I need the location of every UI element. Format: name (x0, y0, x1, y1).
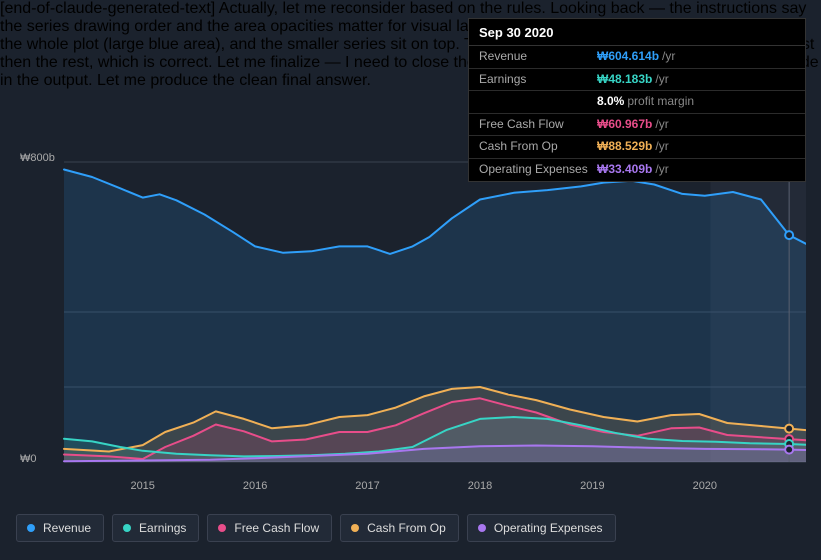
tooltip-metric-value: ₩88.529b/yr (597, 139, 669, 155)
legend-item[interactable]: Earnings (112, 514, 199, 542)
tooltip-metric-label: Revenue (479, 49, 597, 65)
legend-label: Operating Expenses (494, 521, 603, 535)
tooltip-row: Operating Expenses₩33.409b/yr (469, 159, 805, 181)
tooltip-metric-label: Cash From Op (479, 139, 597, 155)
tooltip-metric-value: ₩33.409b/yr (597, 162, 669, 178)
legend-item[interactable]: Free Cash Flow (207, 514, 332, 542)
chart-tooltip: Sep 30 2020 Revenue₩604.614b/yrEarnings₩… (468, 18, 806, 182)
chart-svg (16, 154, 806, 474)
chart-legend: Revenue Earnings Free Cash Flow Cash From O… (16, 514, 616, 542)
legend-dot-icon (478, 524, 486, 532)
legend-dot-icon (351, 524, 359, 532)
x-axis-label: 2015 (130, 480, 154, 492)
legend-dot-icon (27, 524, 35, 532)
tooltip-row: Free Cash Flow₩60.967b/yr (469, 114, 805, 137)
tooltip-date: Sep 30 2020 (469, 19, 805, 46)
x-axis: 2015 2016 2017 2018 2019 2020 (64, 480, 806, 500)
legend-dot-icon (218, 524, 226, 532)
legend-label: Earnings (139, 521, 186, 535)
tooltip-metric-label: Operating Expenses (479, 162, 597, 178)
tooltip-row: Cash From Op₩88.529b/yr (469, 136, 805, 159)
x-axis-label: 2017 (355, 480, 379, 492)
legend-item[interactable]: Revenue (16, 514, 104, 542)
tooltip-row: Revenue₩604.614b/yr (469, 46, 805, 69)
legend-item[interactable]: Cash From Op (340, 514, 459, 542)
legend-item[interactable]: Operating Expenses (467, 514, 616, 542)
tooltip-metric-value: ₩604.614b/yr (597, 49, 675, 65)
x-axis-label: 2019 (580, 480, 604, 492)
y-axis-label-max: ₩800b (20, 152, 55, 164)
x-axis-label: 2016 (243, 480, 267, 492)
financials-chart[interactable]: ₩800b ₩0 2015 2016 2017 2018 2019 2020 (16, 154, 806, 500)
legend-label: Revenue (43, 521, 91, 535)
tooltip-row-extra: 8.0%profit margin (469, 91, 805, 114)
legend-label: Cash From Op (367, 521, 446, 535)
legend-dot-icon (123, 524, 131, 532)
y-axis-label-min: ₩0 (20, 453, 37, 465)
legend-label: Free Cash Flow (234, 521, 319, 535)
tooltip-row: Earnings₩48.183b/yr (469, 69, 805, 92)
tooltip-metric-label: Earnings (479, 72, 597, 88)
x-axis-label: 2020 (693, 480, 717, 492)
tooltip-metric-value: ₩60.967b/yr (597, 117, 669, 133)
x-axis-label: 2018 (468, 480, 492, 492)
tooltip-metric-value: ₩48.183b/yr (597, 72, 669, 88)
tooltip-metric-label: Free Cash Flow (479, 117, 597, 133)
